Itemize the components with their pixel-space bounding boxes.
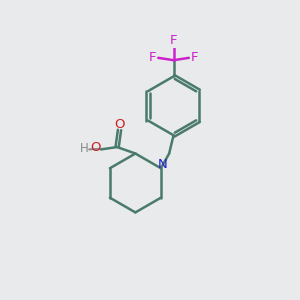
Text: F: F	[190, 51, 198, 64]
Text: N: N	[158, 158, 167, 171]
Text: F: F	[170, 34, 177, 47]
Text: O: O	[114, 118, 125, 130]
Text: H: H	[80, 142, 88, 155]
Text: O: O	[90, 141, 100, 154]
Text: F: F	[149, 51, 157, 64]
